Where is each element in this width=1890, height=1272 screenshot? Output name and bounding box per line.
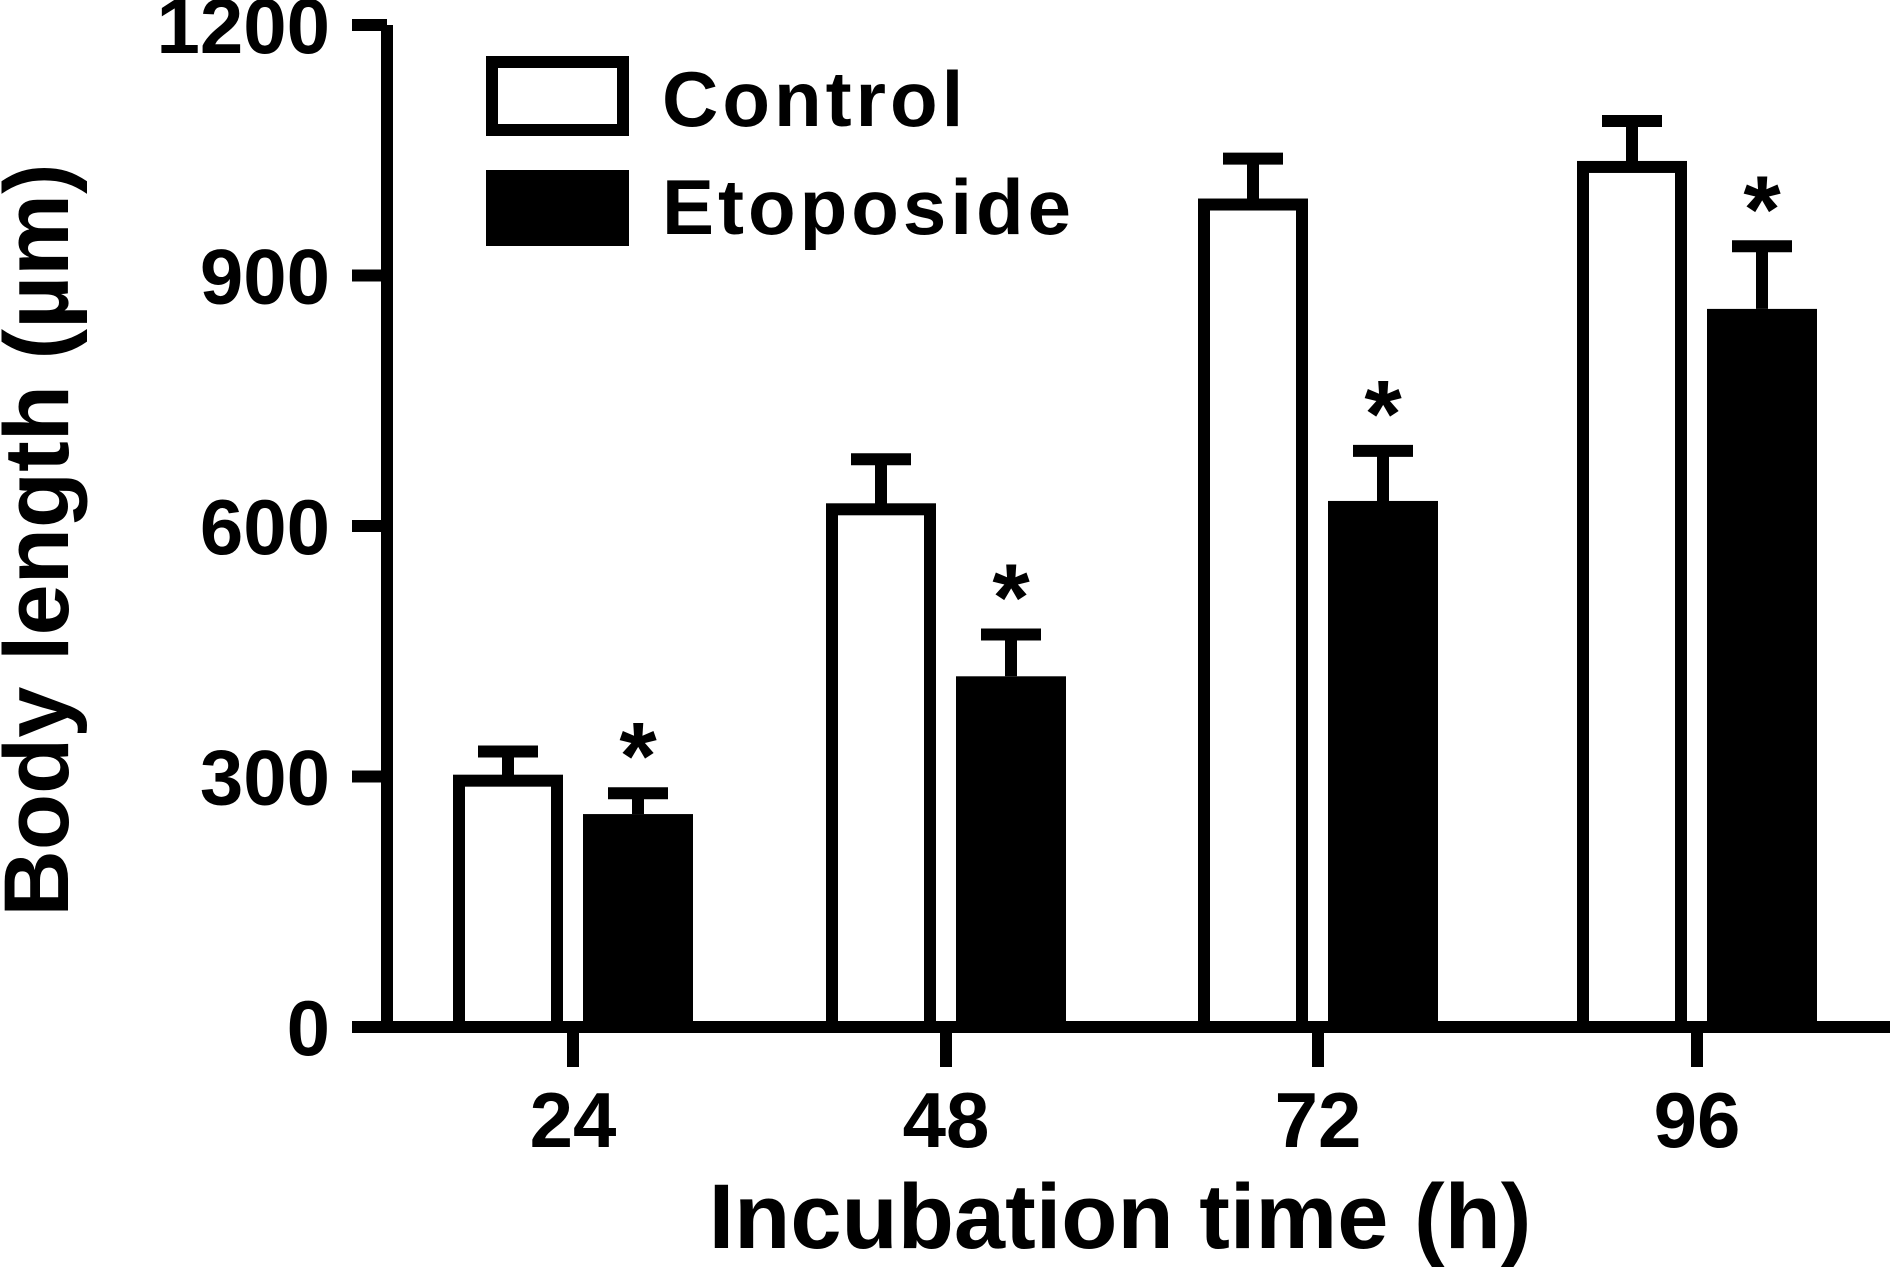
- significance-etoposide-48: *: [992, 545, 1030, 652]
- legend-swatch-control: [486, 56, 629, 136]
- bar-control-24: [453, 774, 563, 1033]
- bar-etoposide-96: [1707, 308, 1817, 1027]
- legend-label-etoposide: Etoposide: [662, 163, 1075, 251]
- x-tick-label-96: 96: [1654, 1076, 1741, 1164]
- y-tick-label-600: 600: [200, 483, 330, 571]
- bar-control-72: [1198, 198, 1308, 1033]
- y-tick-label-0: 0: [287, 984, 330, 1072]
- x-axis-label: Incubation time (h): [709, 1166, 1532, 1267]
- x-tick-label-48: 48: [903, 1076, 990, 1164]
- bar-etoposide-24: [583, 814, 693, 1027]
- significance-etoposide-96: *: [1743, 156, 1781, 263]
- y-tick-label-1200: 1200: [156, 0, 330, 70]
- bar-control-48: [826, 503, 936, 1033]
- significance-etoposide-24: *: [619, 703, 657, 810]
- y-tick-label-300: 300: [200, 734, 330, 822]
- legend-swatch-etoposide: [486, 170, 629, 246]
- y-ticks-group: 0 300 600 900 1200: [156, 0, 387, 1072]
- bar-etoposide-72: [1328, 500, 1438, 1027]
- bars-group: * * * *: [453, 115, 1817, 1033]
- bar-etoposide-48: [956, 676, 1066, 1027]
- x-tick-label-72: 72: [1275, 1076, 1362, 1164]
- legend: Control Etoposide: [486, 55, 1075, 251]
- significance-etoposide-72: *: [1364, 361, 1402, 468]
- bar-control-96: [1577, 160, 1687, 1033]
- x-tick-label-24: 24: [530, 1076, 617, 1164]
- y-tick-label-900: 900: [200, 233, 330, 321]
- x-ticks-group: 24 48 72 96: [530, 1027, 1741, 1164]
- legend-label-control: Control: [662, 55, 967, 143]
- y-axis-label: Body length (µm): [0, 163, 88, 916]
